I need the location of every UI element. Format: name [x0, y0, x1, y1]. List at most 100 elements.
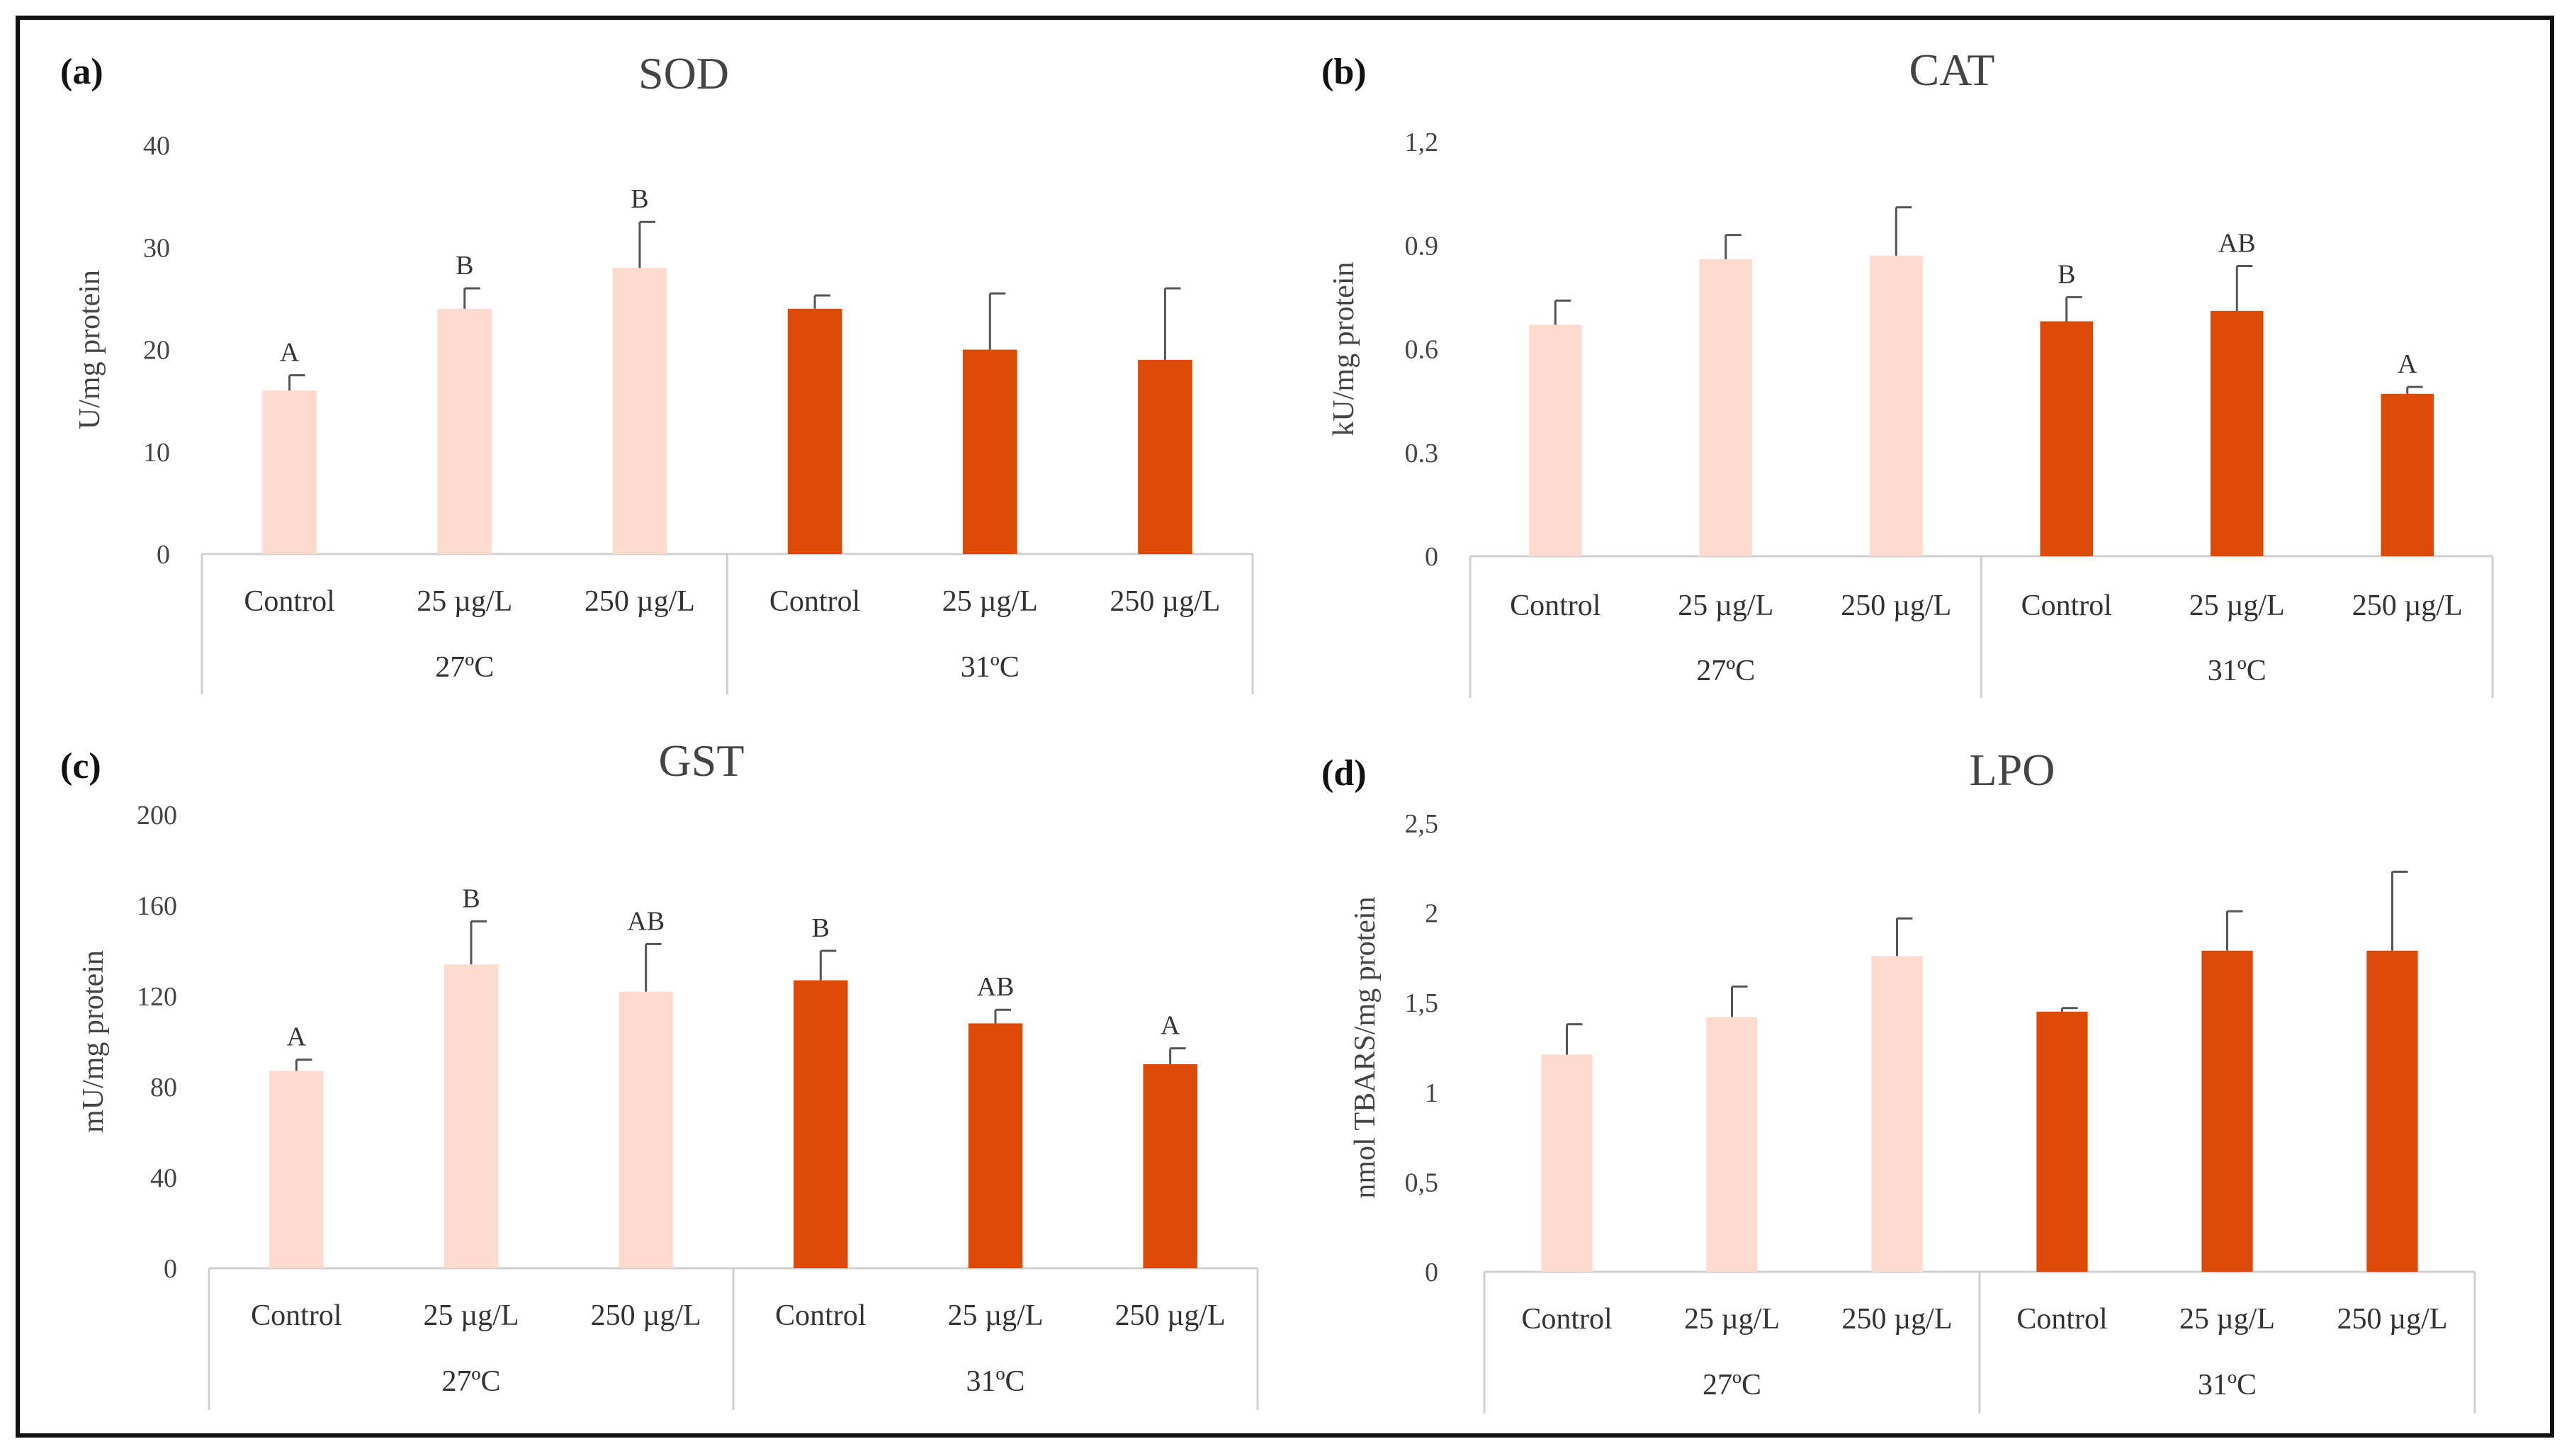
significance-label: A: [280, 338, 300, 368]
category-label: 25 µg/L: [2189, 589, 2285, 622]
group-label: 31ºC: [2198, 1369, 2257, 1401]
category-label: 250 µg/L: [1110, 585, 1220, 618]
significance-label: B: [456, 251, 473, 281]
category-label: Control: [2016, 1303, 2107, 1336]
chart-title: CAT: [1909, 45, 1995, 95]
category-label: 25 µg/L: [1684, 1303, 1780, 1336]
category-label: 250 µg/L: [591, 1299, 701, 1332]
group-label: 31ºC: [2208, 655, 2267, 687]
y-tick-label: 0: [157, 540, 170, 570]
y-tick-label: 30: [143, 233, 170, 263]
y-tick-label: 1,5: [1405, 988, 1439, 1018]
category-label: 25 µg/L: [947, 1299, 1043, 1332]
y-tick-label: 20: [143, 336, 170, 366]
y-tick-label: 0: [164, 1254, 177, 1284]
y-tick-label: 160: [137, 891, 177, 921]
y-tick-label: 10: [143, 438, 170, 468]
y-tick-label: 0.6: [1405, 335, 1439, 365]
category-label: Control: [1510, 589, 1601, 622]
y-tick-label: 120: [137, 982, 177, 1012]
y-axis-label: kU/mg protein: [1328, 261, 1360, 436]
category-label: Control: [769, 585, 860, 618]
chart-title: SOD: [638, 48, 729, 98]
bar: [2366, 950, 2418, 1272]
category-label: 25 µg/L: [417, 585, 512, 618]
group-label: 27ºC: [435, 651, 494, 684]
category-label: Control: [1521, 1303, 1612, 1336]
significance-label: A: [287, 1022, 307, 1052]
bar: [619, 991, 673, 1268]
category-label: Control: [775, 1299, 866, 1332]
significance-label: B: [462, 884, 480, 913]
bar: [612, 268, 667, 554]
bar: [968, 1023, 1023, 1268]
y-axis-label: nmol TBARS/mg protein: [1349, 896, 1382, 1198]
bar: [269, 1071, 324, 1268]
y-tick-label: 0,5: [1405, 1168, 1439, 1197]
category-label: 25 µg/L: [423, 1299, 519, 1332]
chart-title: LPO: [1970, 745, 2055, 795]
category-label: 250 µg/L: [1115, 1299, 1226, 1332]
category-label: 250 µg/L: [1841, 589, 1951, 622]
group-label: 31ºC: [961, 651, 1020, 684]
group-label: 31ºC: [966, 1365, 1024, 1398]
category-label: Control: [244, 585, 334, 618]
chart-title: GST: [659, 735, 745, 786]
panel-label: (a): [60, 52, 103, 92]
y-tick-label: 40: [150, 1163, 177, 1193]
group-label: 27ºC: [1703, 1369, 1761, 1401]
bar: [2036, 1011, 2088, 1272]
bar: [1528, 325, 1582, 556]
bar: [1541, 1054, 1593, 1272]
category-label: 250 µg/L: [2337, 1303, 2447, 1336]
bar: [1871, 956, 1923, 1272]
bar: [437, 308, 492, 554]
y-tick-label: 2: [1425, 899, 1438, 929]
significance-label: A: [2398, 349, 2417, 379]
y-tick-label: 2,5: [1405, 809, 1439, 839]
category-label: Control: [251, 1299, 341, 1332]
bar: [2040, 321, 2094, 556]
y-tick-label: 0.3: [1405, 439, 1439, 468]
panel-label: (d): [1321, 753, 1367, 794]
significance-label: AB: [2218, 229, 2256, 259]
y-axis-label: mU/mg protein: [77, 950, 110, 1133]
bar: [262, 390, 317, 554]
category-label: 25 µg/L: [1678, 589, 1773, 622]
category-label: 250 µg/L: [585, 585, 695, 618]
y-tick-label: 1: [1425, 1078, 1438, 1108]
y-tick-label: 0.9: [1405, 231, 1439, 261]
category-label: 25 µg/L: [942, 585, 1038, 618]
group-label: 27ºC: [1696, 655, 1755, 687]
panel-label: (c): [60, 746, 101, 786]
category-label: 250 µg/L: [1841, 1303, 1952, 1336]
significance-label: A: [1161, 1011, 1180, 1041]
category-label: 25 µg/L: [2179, 1303, 2275, 1336]
figure-frame: [16, 16, 2554, 1438]
y-tick-label: 200: [137, 801, 177, 830]
bar: [1706, 1017, 1758, 1272]
y-tick-label: 0: [1425, 542, 1438, 572]
bar: [1138, 359, 1192, 554]
y-tick-label: 40: [143, 131, 170, 161]
y-tick-label: 0: [1425, 1258, 1438, 1287]
significance-label: B: [631, 184, 648, 214]
y-axis-label: U/mg protein: [74, 270, 106, 429]
y-tick-label: 80: [150, 1073, 177, 1102]
bar: [794, 980, 848, 1268]
significance-label: AB: [627, 906, 665, 936]
group-label: 27ºC: [441, 1365, 500, 1398]
panel-label: (b): [1321, 52, 1367, 92]
bar: [2210, 310, 2264, 556]
category-label: 250 µg/L: [2352, 589, 2463, 622]
significance-label: B: [2057, 259, 2075, 289]
bar: [1699, 259, 1753, 556]
bar: [1869, 255, 1923, 556]
bar: [444, 964, 499, 1268]
bar: [2381, 393, 2434, 556]
category-label: Control: [2021, 589, 2112, 622]
bar: [2201, 950, 2253, 1272]
bar: [787, 308, 842, 554]
bar: [962, 349, 1017, 554]
